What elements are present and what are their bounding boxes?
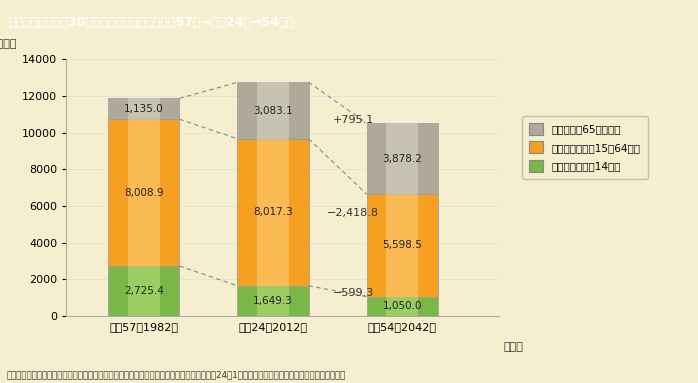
Text: 8,017.3: 8,017.3 [253,207,293,217]
Bar [386,194,418,297]
Bar [237,82,309,139]
Text: （備考）総務省「人口推計」、国立社会保障・人口問題研究所「日本の将来推計人口（平成24年1月推計）」（出生中位・死亡中位）より作成。: （備考）総務省「人口推計」、国立社会保障・人口問題研究所「日本の将来推計人口（平… [7,370,346,379]
Text: 第１－特－２図　30年ごとの人口の増減（昭和57年→平成24年→54年）: 第１－特－２図 30年ごとの人口の増減（昭和57年→平成24年→54年） [8,16,295,28]
Bar [257,82,289,139]
Bar [366,194,438,297]
Bar [128,266,160,316]
Bar [108,119,179,266]
Bar [128,119,160,266]
Bar [108,98,179,119]
Text: 1,135.0: 1,135.0 [124,104,164,114]
Bar [366,297,438,316]
Text: 1,649.3: 1,649.3 [253,296,293,306]
Bar [108,266,179,316]
Text: −599.3: −599.3 [332,288,373,298]
Text: 8,008.9: 8,008.9 [124,188,163,198]
Text: +795.1: +795.1 [332,115,373,125]
Legend: 老年人口（65歳以上）, 生産年齢人口（15～64歳）, 年少人口（０～14歳）: 老年人口（65歳以上）, 生産年齢人口（15～64歳）, 年少人口（０～14歳） [521,116,648,179]
Bar [386,123,418,194]
Text: 1,050.0: 1,050.0 [383,301,422,311]
Text: 2,725.4: 2,725.4 [124,286,164,296]
Bar [257,286,289,316]
Bar [237,286,309,316]
Bar [257,139,289,286]
Text: （万人）: （万人） [0,39,17,49]
Bar [128,98,160,119]
Bar [237,139,309,286]
Text: −2,418.8: −2,418.8 [327,208,379,218]
Text: 3,083.1: 3,083.1 [253,106,293,116]
Text: 5,598.5: 5,598.5 [383,241,422,250]
Bar [386,297,418,316]
Text: 3,878.2: 3,878.2 [383,154,422,164]
Bar [366,123,438,194]
Text: （年）: （年） [503,342,524,352]
